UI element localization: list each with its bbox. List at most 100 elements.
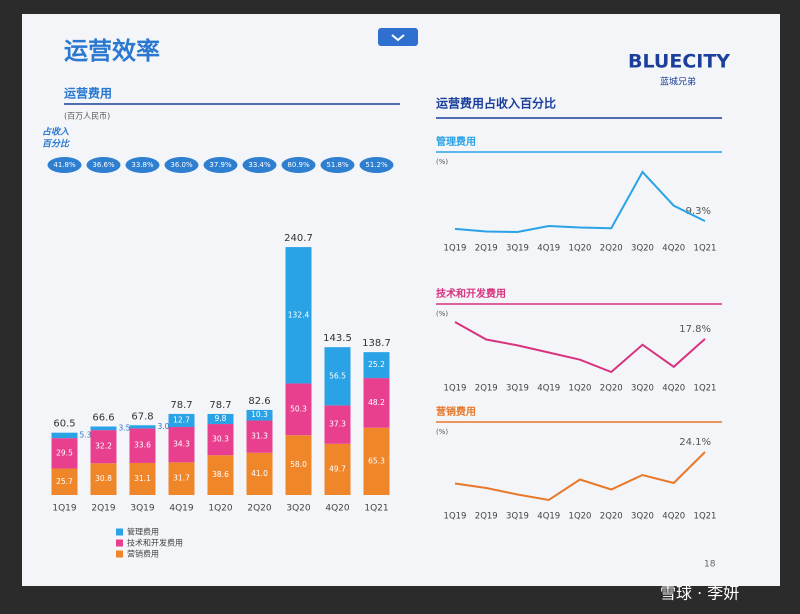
pct-label: 51.8% — [326, 161, 349, 169]
total-label: 66.6 — [92, 413, 114, 424]
x-tick-label: 1Q19 — [444, 244, 467, 254]
legend-swatch — [116, 539, 123, 547]
segment-label: 25.7 — [56, 477, 73, 486]
segment-label: 56.5 — [329, 371, 346, 380]
x-tick-label: 4Q20 — [662, 512, 685, 522]
bar-segment — [207, 413, 234, 425]
pct-label: 80.9% — [287, 161, 310, 169]
x-tick-label: 1Q20 — [569, 244, 592, 254]
segment-label: 33.6 — [134, 441, 151, 450]
pct-oval — [164, 157, 199, 173]
bar-segment — [285, 247, 312, 384]
line-title: 管理费用 — [436, 135, 476, 148]
bar-segment — [363, 352, 390, 379]
bar-segment — [285, 383, 312, 436]
pct-oval — [242, 157, 277, 173]
segment-label: 3.5 — [119, 423, 131, 432]
line — [454, 451, 706, 502]
x-tick-label: 3Q20 — [631, 512, 654, 522]
total-label: 143.5 — [323, 333, 352, 344]
line-title: 营销费用 — [436, 405, 476, 418]
x-tick-label: 3Q19 — [506, 384, 529, 394]
x-tick-label: 3Q19 — [506, 244, 529, 254]
total-label: 82.6 — [248, 396, 270, 407]
unit-label: (%) — [436, 310, 448, 318]
bar-segment — [90, 430, 117, 464]
pct-label: 33.8% — [131, 161, 154, 169]
bar-segment — [207, 455, 234, 495]
bar-segment — [129, 425, 156, 429]
x-tick-label: 4Q19 — [537, 384, 560, 394]
total-label: 240.7 — [284, 233, 313, 244]
bar-segment — [207, 424, 234, 456]
bar-subtitle: (百万人民币) — [64, 112, 110, 121]
segment-label: 58.0 — [290, 460, 307, 469]
segment-label: 65.3 — [368, 456, 385, 465]
segment-label: 25.2 — [368, 360, 385, 369]
pct-oval — [359, 157, 394, 173]
total-label: 67.8 — [131, 411, 153, 422]
x-tick-label: 1Q20 — [569, 384, 592, 394]
bar-segment — [168, 413, 195, 428]
total-label: 78.7 — [209, 400, 231, 411]
bar-segment — [246, 409, 273, 421]
bar-segment — [90, 426, 117, 431]
x-tick-label: 1Q21 — [364, 504, 388, 514]
bar-segment — [51, 438, 78, 469]
section-title: 运营费用占收入百分比 — [436, 96, 556, 111]
logo: BLUECITY — [628, 51, 730, 73]
value-label: 24.1% — [679, 437, 711, 448]
x-tick-label: 4Q20 — [662, 244, 685, 254]
segment-label: 132.4 — [288, 310, 310, 319]
legend-swatch — [116, 550, 123, 558]
pct-oval — [203, 157, 238, 173]
value-label: 17.8% — [679, 324, 711, 335]
bar-segment — [168, 462, 195, 495]
pct-label: 37.9% — [209, 161, 232, 169]
segment-label: 31.7 — [173, 474, 190, 483]
pct-oval — [125, 157, 160, 173]
segment-label: 32.2 — [95, 442, 112, 451]
bar-segment — [285, 435, 312, 495]
segment-label: 41.0 — [251, 469, 268, 478]
x-tick-label: 2Q19 — [91, 504, 116, 514]
x-tick-label: 1Q19 — [52, 504, 77, 514]
pct-oval — [47, 157, 82, 173]
segment-label: 12.7 — [173, 415, 190, 424]
dropdown-tab[interactable] — [378, 28, 418, 46]
legend-label: 技术和开发费用 — [127, 538, 183, 548]
x-tick-label: 2Q19 — [475, 384, 498, 394]
pct-oval — [281, 157, 316, 173]
total-label: 138.7 — [362, 338, 391, 349]
segment-label: 30.8 — [95, 474, 112, 483]
x-tick-label: 2Q20 — [247, 504, 272, 514]
chevron — [391, 34, 405, 42]
x-tick-label: 1Q19 — [444, 384, 467, 394]
x-tick-label: 2Q20 — [600, 384, 623, 394]
line — [454, 321, 706, 374]
legend-swatch — [116, 528, 123, 536]
pct-oval — [86, 157, 121, 173]
segment-label: 31.1 — [134, 474, 151, 483]
bar-segment — [246, 452, 273, 495]
x-tick-label: 1Q21 — [694, 244, 717, 254]
segment-label: 48.2 — [368, 398, 385, 407]
segment-label: 38.6 — [212, 470, 229, 479]
watermark: 雪球 · 李妍 — [660, 584, 739, 603]
bar-segment — [324, 405, 351, 444]
bar-segment — [363, 427, 390, 495]
pct-oval — [320, 157, 355, 173]
bar-segment — [51, 432, 78, 439]
x-tick-label: 4Q20 — [662, 384, 685, 394]
segment-label: 50.3 — [290, 404, 307, 413]
page-number: 18 — [704, 560, 716, 570]
bar-segment — [324, 347, 351, 406]
pct-title: 占收入 — [42, 127, 69, 138]
x-tick-label: 1Q20 — [569, 512, 592, 522]
line — [454, 170, 706, 234]
bar-segment — [129, 428, 156, 463]
bar-segment — [129, 462, 156, 495]
pct-label: 41.8% — [53, 161, 76, 169]
unit-label: (%) — [436, 158, 448, 166]
bar-segment — [168, 427, 195, 463]
